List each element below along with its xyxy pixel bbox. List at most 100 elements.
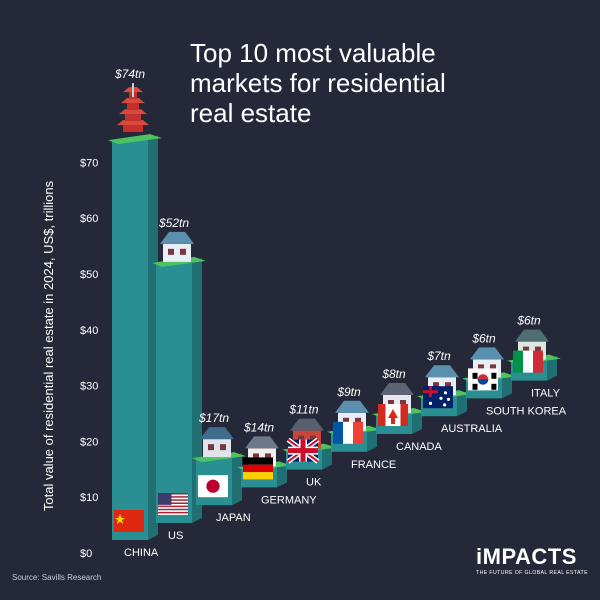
house-window (355, 417, 361, 424)
category-label: CHINA (124, 547, 159, 559)
flag-band (533, 350, 543, 373)
flag-stripe (158, 508, 188, 511)
pagoda-wall (127, 103, 139, 111)
flag-star (443, 391, 448, 395)
bar-side (412, 409, 422, 434)
category-label: JAPAN (216, 512, 251, 524)
flag-trigram (472, 372, 478, 379)
flag-stripe (158, 500, 188, 503)
y-tick-label: $20 (80, 436, 98, 448)
value-label: $6tn (471, 331, 496, 345)
bar-side (232, 453, 242, 506)
bar-side (502, 373, 512, 399)
house-roof (200, 427, 234, 440)
flag-star (115, 514, 125, 524)
flag-star (439, 396, 443, 400)
house-icon (160, 231, 194, 262)
house-window (535, 346, 541, 353)
pagoda-roof (117, 120, 149, 126)
bar-side (367, 426, 377, 452)
value-label: $7tn (426, 349, 451, 363)
house-window (433, 382, 439, 389)
bar-group: $74tn CHINA (108, 67, 162, 559)
house-window (400, 400, 406, 406)
flag-stripe (158, 504, 188, 506)
us-flag-icon (158, 493, 188, 515)
canada-flag-icon (378, 404, 408, 426)
value-label: $74tn (114, 67, 145, 81)
pagoda-wall (125, 114, 141, 122)
australia-flag-icon (423, 386, 453, 409)
y-tick-label: $50 (80, 269, 98, 281)
flag-star (428, 401, 433, 405)
bar-group: $8tn CANADA (372, 367, 443, 453)
brand-logo: iMPACTS THE FUTURE OF GLOBAL REAL ESTATE (476, 544, 588, 577)
value-label: $11tn (288, 403, 318, 417)
house-wall (163, 243, 191, 262)
house-window (253, 453, 259, 460)
flag-stripe (158, 502, 188, 504)
bar-side (547, 355, 557, 381)
category-label: GERMANY (261, 494, 317, 506)
pagoda-roof (119, 109, 147, 115)
flag-star (446, 397, 451, 401)
value-label: $8tn (381, 367, 406, 381)
flag-trigram (472, 383, 478, 390)
category-label: AUSTRALIA (441, 423, 503, 435)
bar (156, 262, 192, 523)
category-label: FRANCE (351, 459, 396, 471)
y-tick-label: $30 (80, 381, 98, 393)
title-line-1: Top 10 most valuable (190, 38, 436, 68)
flag-band (400, 404, 408, 426)
china-flag-icon (114, 510, 144, 532)
apartment-icon (200, 427, 234, 458)
france-flag-icon (333, 421, 363, 444)
y-tick-label: $40 (80, 325, 98, 337)
uk-flag-icon (286, 437, 320, 464)
house-window (208, 444, 214, 451)
category-label: UK (306, 477, 322, 489)
category-label: US (168, 530, 183, 542)
flag-band (353, 421, 363, 444)
flag-stripe (158, 511, 188, 514)
flag-stripe (158, 510, 188, 512)
house-roof (425, 365, 459, 378)
flag-stripe (158, 497, 188, 500)
value-label: $52tn (158, 216, 189, 230)
house-window (168, 248, 174, 255)
value-label: $6tn (516, 314, 541, 328)
flag-leaf (388, 409, 398, 424)
flag-stripe (158, 513, 188, 515)
title-line-3: real estate (190, 98, 312, 128)
italy-flag-icon (513, 350, 543, 373)
flag-taegeuk (477, 379, 489, 385)
y-tick-label: $10 (80, 492, 98, 504)
flag-stripe (158, 505, 188, 508)
bar-side (148, 135, 158, 540)
house-window (388, 400, 394, 406)
house-window (523, 346, 529, 353)
flag-field (114, 510, 144, 532)
category-label: ITALY (531, 388, 561, 400)
source-note: Source: Savills Research (12, 573, 102, 582)
brand-name: iMPACTS (476, 544, 577, 569)
house-window (220, 444, 226, 451)
house-roof (290, 418, 324, 431)
flag-star (443, 403, 447, 407)
house-roof (470, 347, 504, 360)
japan-flag-icon (198, 475, 228, 498)
flag-band (243, 472, 273, 480)
brand-tagline: THE FUTURE OF GLOBAL REAL ESTATE (476, 570, 588, 576)
bar-group: $52tn US (152, 216, 206, 542)
house-window (265, 453, 271, 460)
bar-group: $14tn GERMANY (237, 420, 317, 506)
bar-group: $6tn ITALY (507, 314, 561, 400)
flag-band (243, 464, 273, 473)
house-window (490, 364, 496, 371)
bar-group: $17tn JAPAN (192, 411, 251, 524)
bar-side (277, 462, 287, 488)
flag-trigram (491, 383, 497, 390)
flag-stripe (158, 499, 188, 501)
y-tick-label: $60 (80, 213, 98, 225)
